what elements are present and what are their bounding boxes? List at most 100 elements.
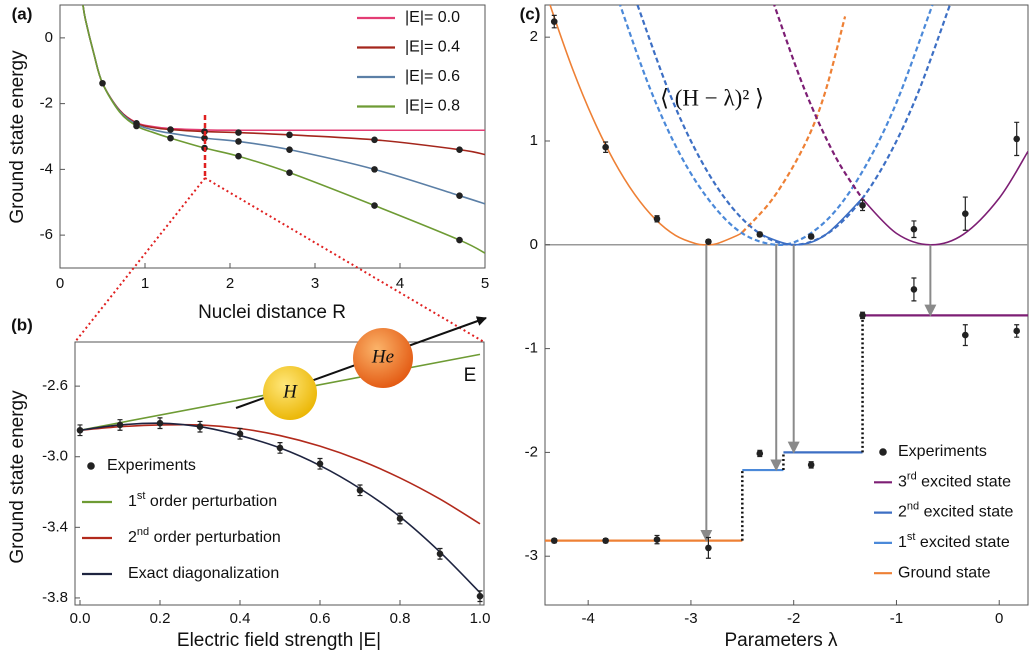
legend-label: |E|= 0.0 <box>405 9 460 26</box>
y-tick-label: -3.0 <box>42 448 68 465</box>
x-tick-label: 0.8 <box>390 610 411 627</box>
x-tick-label: 0.0 <box>70 610 91 627</box>
data-point <box>235 138 242 145</box>
legend-label: Experiments <box>898 443 987 460</box>
curve <box>79 423 481 525</box>
annotation: H <box>282 381 298 402</box>
y-tick-label: -3.4 <box>42 518 68 535</box>
plot-frame <box>544 4 1029 606</box>
data-point <box>276 444 284 452</box>
y-tick-label: 0 <box>45 29 53 46</box>
x-tick-label: 0.4 <box>230 610 251 627</box>
h-atom <box>263 366 317 420</box>
x-tick-label: 2 <box>226 275 234 292</box>
data-point <box>550 18 558 25</box>
legend-label: Ground state <box>898 564 991 581</box>
y-tick-label: 1 <box>530 132 538 149</box>
data-point <box>756 231 764 238</box>
x-tick-label: 0.6 <box>310 610 331 627</box>
data-point <box>962 331 969 339</box>
data-point <box>196 423 204 431</box>
data-point <box>807 233 815 240</box>
data-point <box>1013 327 1020 335</box>
data-point <box>653 215 661 223</box>
curve <box>773 5 864 200</box>
x-tick-label: -4 <box>581 610 594 627</box>
y-tick-label: -2 <box>40 95 53 112</box>
legend-marker <box>879 448 887 456</box>
data-point <box>286 169 293 176</box>
data-point <box>910 286 918 293</box>
zoom-line <box>74 177 206 343</box>
curve <box>549 5 743 246</box>
y-tick-label: -2.6 <box>42 377 68 394</box>
x-tick-label: -2 <box>787 610 800 627</box>
data-point <box>602 537 609 544</box>
x-tick-label: 0 <box>56 275 64 292</box>
legend-label: |E|= 0.8 <box>405 98 460 115</box>
curve <box>741 16 847 234</box>
data-point <box>1013 135 1020 143</box>
x-tick-label: 0 <box>995 610 1003 627</box>
y-tick-label: -1 <box>525 340 538 357</box>
legend-marker <box>87 462 95 470</box>
data-point <box>371 202 378 209</box>
data-point <box>705 544 712 552</box>
panel-label: (a) <box>12 4 33 23</box>
data-point <box>371 166 378 173</box>
legend-label: 2nd order perturbation <box>128 526 281 546</box>
y-tick-label: -2 <box>525 443 538 460</box>
data-point <box>316 460 324 468</box>
data-point <box>756 450 764 457</box>
data-point <box>705 238 712 245</box>
curve <box>861 150 1028 246</box>
data-point <box>133 122 140 130</box>
legend-label: |E|= 0.6 <box>405 68 460 85</box>
curve <box>618 5 934 247</box>
legend-label: Experiments <box>107 457 196 474</box>
annotation: E <box>464 365 477 386</box>
data-point <box>859 202 866 209</box>
y-tick-label: -3.8 <box>42 589 68 606</box>
data-point <box>456 146 463 153</box>
legend-label: 1st order perturbation <box>128 490 277 510</box>
y-tick-label: 2 <box>530 28 538 45</box>
data-point <box>235 129 242 136</box>
zoom-line <box>204 177 485 343</box>
x-tick-label: -1 <box>890 610 903 627</box>
curve <box>636 5 951 246</box>
x-axis-title: Electric field strength |E| <box>177 630 381 651</box>
x-tick-label: 0.2 <box>150 610 171 627</box>
y-axis-title: Ground state energy <box>7 390 28 564</box>
plot-frame <box>59 4 486 269</box>
y-tick-label: -4 <box>40 160 53 177</box>
x-axis-title: Parameters λ <box>725 630 838 651</box>
y-tick-label: 0 <box>530 236 538 253</box>
data-point <box>807 461 815 469</box>
data-point <box>910 225 918 233</box>
plot-frame <box>74 341 485 606</box>
he-atom <box>353 328 413 388</box>
y-tick-label: -3 <box>525 547 538 564</box>
annotation: He <box>371 346 394 367</box>
data-point <box>962 210 969 217</box>
legend-label: Exact diagonalization <box>128 565 279 582</box>
data-point <box>286 146 293 153</box>
x-tick-label: 4 <box>396 275 404 292</box>
annotation: ⟨ (H − λ)² ⟩ <box>660 85 764 110</box>
data-point <box>76 426 84 434</box>
legend-label: 1st excited state <box>898 531 1010 551</box>
data-point <box>550 537 558 544</box>
illustration <box>74 115 487 420</box>
legend-label: 2nd excited state <box>898 501 1014 521</box>
legend-label: 3rd excited state <box>898 470 1011 490</box>
data-point <box>356 486 364 494</box>
data-point <box>156 419 164 427</box>
data-point <box>653 536 661 543</box>
data-point <box>436 550 444 558</box>
data-point <box>456 236 463 244</box>
panel-label: (c) <box>520 4 541 23</box>
data-point <box>371 136 378 144</box>
y-axis-title: Ground state energy <box>7 50 28 224</box>
